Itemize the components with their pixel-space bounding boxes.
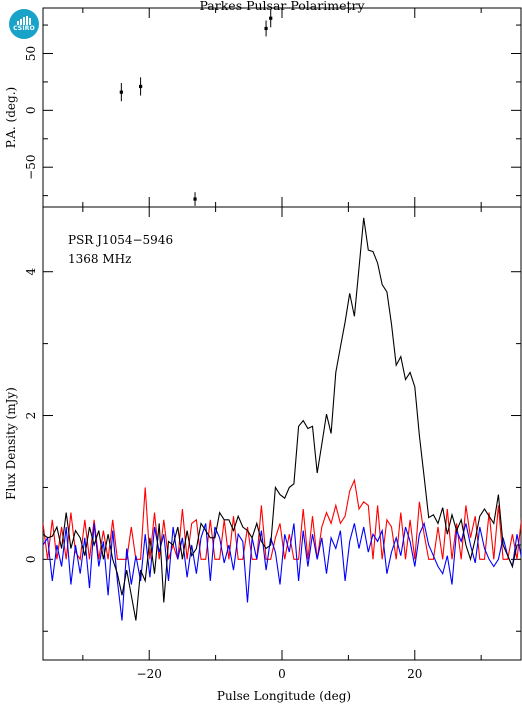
- pa-point: [269, 16, 273, 20]
- chart-title: Parkes Pulsar Polarimetry: [199, 0, 365, 13]
- pa-point: [119, 90, 123, 94]
- pa-y-axis-label: P.A. (deg.): [4, 87, 18, 148]
- x-tick-label: 20: [407, 667, 422, 681]
- x-tick-label: 0: [278, 667, 286, 681]
- source-label: PSR J1054−5946: [68, 233, 173, 247]
- linear-polarization-line: [43, 478, 521, 561]
- frequency-label: 1368 MHz: [68, 252, 131, 266]
- csiro-logo: CSIRO: [9, 9, 39, 39]
- pa-panel: −50 0 50 P.A. (deg.): [4, 7, 522, 208]
- logo-text: CSIRO: [13, 25, 35, 32]
- x-tick-label: −20: [137, 667, 162, 681]
- pa-y-tick-label: 0: [24, 107, 38, 115]
- pa-y-tick-label: −50: [24, 155, 38, 180]
- flux-y-tick-label: 0: [24, 556, 38, 564]
- x-axis-label: Pulse Longitude (deg): [217, 689, 351, 703]
- pa-point: [138, 84, 143, 89]
- pa-frame: [42, 7, 522, 208]
- total-intensity-line: [43, 217, 521, 621]
- pa-point: [193, 197, 197, 201]
- flux-frame: [42, 206, 522, 661]
- pa-y-tick-label: 50: [24, 46, 38, 61]
- flux-panel: −20 0 20 Pulse Longitude (deg) 0 2 4 Flux Densi…: [4, 206, 522, 703]
- pa-point: [264, 26, 268, 31]
- flux-y-axis-label: Flux Density (mJy): [4, 387, 18, 500]
- flux-y-tick-label: 4: [24, 268, 38, 276]
- logo-bars-icon: [17, 16, 31, 25]
- circular-polarization-line: [43, 521, 521, 621]
- flux-y-tick-label: 2: [24, 412, 38, 420]
